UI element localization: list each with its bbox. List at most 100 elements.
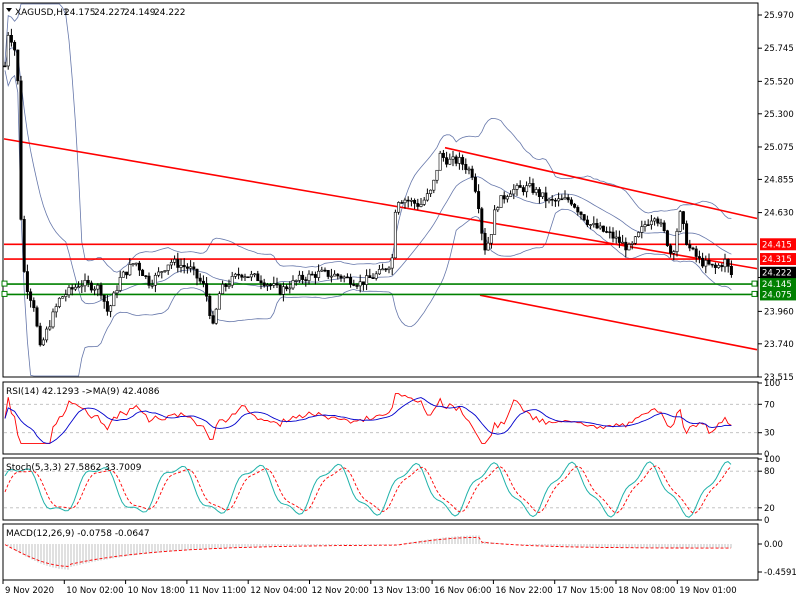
stochastic-axis-label: 0 xyxy=(764,516,769,526)
candle-body xyxy=(253,273,257,276)
candle-body xyxy=(553,199,557,202)
candle-body xyxy=(96,284,100,290)
time-axis[interactable]: 9 Nov 2020 10 Nov 02:00 10 Nov 18:00 11 Nov… xyxy=(2,579,758,596)
candle-body xyxy=(435,169,439,181)
stochastic-axis-label: 80 xyxy=(764,467,775,477)
candle-body xyxy=(717,265,721,268)
candle-body xyxy=(489,234,493,244)
trendline[interactable] xyxy=(444,146,758,220)
candle-body xyxy=(195,268,199,279)
candle-body xyxy=(390,257,394,269)
candle-body xyxy=(557,198,561,202)
candle-body xyxy=(438,152,442,171)
candle-body xyxy=(605,231,609,233)
time-axis-label: 16 Nov 06:00 xyxy=(434,586,491,596)
candle-body xyxy=(144,275,148,277)
stochastic-header: Stoch(5,3,3) 27.5862 33.7009 xyxy=(6,463,142,473)
candle-body xyxy=(141,269,145,276)
stochastic-signal-line xyxy=(4,465,732,514)
trendlines[interactable] xyxy=(3,138,758,351)
candle-body xyxy=(173,259,177,263)
candle-body xyxy=(227,284,231,287)
ohlc-low: 24.149 xyxy=(124,8,156,18)
macd-axis-label: 0.00 xyxy=(764,540,783,550)
candle-body xyxy=(521,187,525,193)
candle-body xyxy=(688,244,692,249)
candle-body xyxy=(352,284,356,286)
candle-body xyxy=(121,271,125,278)
candle-body xyxy=(320,269,324,272)
candle-body xyxy=(480,208,484,234)
price-panel-border xyxy=(2,2,759,378)
candle-body xyxy=(182,265,186,268)
candle-body xyxy=(477,191,481,210)
level-handle-right-icon[interactable] xyxy=(751,280,758,287)
stochastic-axis: 100 80 20 0 xyxy=(758,455,780,526)
candle-body xyxy=(563,197,567,200)
candle-body xyxy=(176,259,180,268)
trendline[interactable] xyxy=(3,138,758,270)
candle-body xyxy=(208,295,212,316)
candle-body xyxy=(54,306,58,313)
stochastic-panel[interactable]: Stoch(5,3,3) 27.5862 33.7009 xyxy=(2,457,759,521)
candle-body xyxy=(640,226,644,233)
rsi-header: RSI(14) 42.1293 xyxy=(6,387,79,397)
rsi-axis: 100 70 30 0 xyxy=(758,379,780,460)
level-handle-left-icon[interactable] xyxy=(1,280,8,287)
time-axis-label: 10 Nov 18:00 xyxy=(128,586,185,596)
stochastic-axis-label: 100 xyxy=(764,455,780,465)
candle-body xyxy=(147,275,151,286)
ohlc-close: 24.222 xyxy=(154,8,186,18)
candle-body xyxy=(569,199,573,205)
candle-body xyxy=(659,222,663,225)
candle-body xyxy=(77,286,81,289)
candle-body xyxy=(281,286,285,295)
candle-body xyxy=(358,281,362,287)
collapse-triangle-icon[interactable] xyxy=(6,8,12,12)
level-handle-left-icon[interactable] xyxy=(1,290,8,297)
candle-body xyxy=(713,264,717,268)
macd-panel[interactable]: MACD(12,26,9) -0.0758 -0.0647 xyxy=(2,523,759,581)
candle-body xyxy=(198,277,202,282)
price-panel[interactable]: XAGUSD,H1 24.175 24.227 24.149 24.222 xyxy=(1,2,759,378)
candle-body xyxy=(614,236,618,239)
candle-body xyxy=(83,280,87,287)
rsi-axis-label: 0 xyxy=(764,450,769,460)
candle-body xyxy=(601,225,605,232)
candle-body xyxy=(675,231,679,252)
candle-body xyxy=(249,273,253,278)
candle-body xyxy=(656,218,660,224)
price-tag xyxy=(760,253,796,266)
candle-body xyxy=(470,168,474,178)
candle-body xyxy=(336,273,340,277)
trendline[interactable] xyxy=(479,294,758,351)
ohlc-open: 24.175 xyxy=(64,8,96,18)
candle-body xyxy=(681,211,685,224)
candle-body xyxy=(729,265,733,275)
candle-body xyxy=(528,183,532,187)
candle-body xyxy=(589,224,593,226)
candle-body xyxy=(115,290,119,294)
candle-body xyxy=(48,326,52,330)
candle-body xyxy=(333,273,337,277)
candle-body xyxy=(406,199,410,202)
candle-body xyxy=(710,263,714,266)
rsi-panel[interactable]: RSI(14) 42.1293 ->MA(9) 42.4086 xyxy=(2,381,759,455)
candle-body xyxy=(275,283,279,286)
candle-body xyxy=(339,275,343,279)
candle-body xyxy=(134,262,138,265)
level-handle-right-icon[interactable] xyxy=(751,290,758,297)
candle-body xyxy=(685,223,689,245)
candle-body xyxy=(473,176,477,192)
candle-body xyxy=(377,269,381,275)
candle-body xyxy=(701,257,705,267)
candle-body xyxy=(214,308,218,324)
candle-body xyxy=(643,224,647,227)
candle-body xyxy=(461,157,465,165)
candle-body xyxy=(205,283,209,297)
candle-body xyxy=(374,273,378,279)
candle-body xyxy=(694,248,698,257)
candle-body xyxy=(397,202,401,213)
candle-body xyxy=(464,163,468,170)
